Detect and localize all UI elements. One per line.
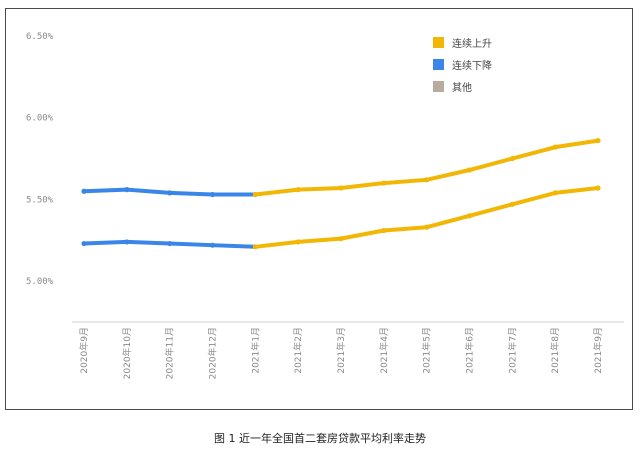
data-point xyxy=(595,185,601,191)
data-point xyxy=(209,242,216,248)
y-tick-label: 5.00% xyxy=(26,277,54,287)
data-point xyxy=(338,185,344,191)
data-point xyxy=(466,213,473,219)
x-tick-label: 2020年10月 xyxy=(121,327,133,379)
data-point xyxy=(295,187,301,193)
x-tick-label: 2021年2月 xyxy=(292,327,304,374)
line-segment xyxy=(253,187,301,197)
data-point xyxy=(424,177,430,183)
x-tick-label: 2021年9月 xyxy=(592,327,604,374)
data-point xyxy=(381,227,387,234)
data-point xyxy=(338,236,344,242)
line-segment xyxy=(381,177,429,186)
x-tick-label: 2021年7月 xyxy=(506,327,518,374)
data-point xyxy=(552,144,558,150)
x-tick-label: 2021年4月 xyxy=(378,327,390,374)
data-point xyxy=(595,137,601,144)
line-segment xyxy=(296,185,343,192)
data-point xyxy=(252,244,258,250)
legend-swatch xyxy=(433,81,444,92)
data-point xyxy=(81,240,87,247)
data-point xyxy=(381,180,387,186)
data-point xyxy=(124,239,130,245)
line-segment xyxy=(167,190,215,197)
data-point xyxy=(124,187,130,193)
x-tick-labels: 2020年9月 2020年10月 2020年11月 2020年12月 2021年1月 20… xyxy=(78,327,604,379)
line-segment xyxy=(510,190,558,207)
y-tick-label: 6.50% xyxy=(26,32,54,42)
x-tick-label: 2021年6月 xyxy=(464,327,476,374)
data-point xyxy=(209,191,216,198)
line-segment xyxy=(339,181,386,190)
data-point xyxy=(81,188,87,194)
data-point xyxy=(424,224,430,230)
legend-swatch xyxy=(433,37,444,48)
line-segment xyxy=(82,187,129,194)
x-tick-label: 2021年8月 xyxy=(549,327,561,374)
series-line-2 xyxy=(81,185,601,250)
chart-caption: 图 1 近一年全国首二套房贷款平均利率走势 xyxy=(214,432,426,445)
line-segment xyxy=(381,225,429,233)
series-line-1 xyxy=(81,137,601,198)
line-segment xyxy=(253,239,301,249)
x-tick-label: 2021年5月 xyxy=(421,327,433,374)
legend-label: 连续下降 xyxy=(452,59,492,72)
line-segment xyxy=(167,241,215,248)
y-tick-label: 6.00% xyxy=(26,114,54,124)
series-lines xyxy=(81,137,601,250)
data-point xyxy=(509,201,515,207)
line-segment xyxy=(296,236,343,244)
line-segment xyxy=(82,239,129,246)
line-chart: 5.00%5.50%6.00%6.50% 2020年9月 2020年10月 2020… xyxy=(26,32,624,379)
line-segment xyxy=(467,156,515,173)
line-segment xyxy=(210,243,258,249)
line-segment xyxy=(424,213,472,230)
data-point xyxy=(167,240,173,247)
legend-swatch xyxy=(433,59,444,70)
line-segment xyxy=(553,138,600,150)
chart-frame: 5.00% 5.50% 6.00% 6.50% 2020年9月 2020年10月 2020… xyxy=(5,8,633,410)
line-segment xyxy=(424,168,472,182)
data-point xyxy=(466,167,473,173)
line-segment xyxy=(124,239,172,246)
x-tick-label: 2020年11月 xyxy=(164,327,176,379)
data-point xyxy=(509,155,515,162)
x-tick-label: 2020年9月 xyxy=(78,327,90,374)
line-segment xyxy=(339,228,386,241)
x-tick-label: 2021年3月 xyxy=(335,327,347,374)
legend-label: 其他 xyxy=(452,81,472,94)
line-segment xyxy=(124,187,172,195)
data-point xyxy=(295,239,301,245)
line-segment xyxy=(553,185,600,195)
data-point xyxy=(552,190,558,196)
x-tick-label: 2021年1月 xyxy=(249,327,261,374)
y-tick-labels: 5.00% 5.50% 6.00% 6.50% xyxy=(26,32,54,287)
data-point xyxy=(167,190,173,196)
line-segment xyxy=(510,145,558,161)
y-tick-label: 5.50% xyxy=(26,195,54,205)
x-tick-label: 2020年12月 xyxy=(207,327,219,379)
data-point xyxy=(252,191,258,198)
line-segment xyxy=(467,202,515,218)
legend-label: 连续上升 xyxy=(452,37,492,50)
